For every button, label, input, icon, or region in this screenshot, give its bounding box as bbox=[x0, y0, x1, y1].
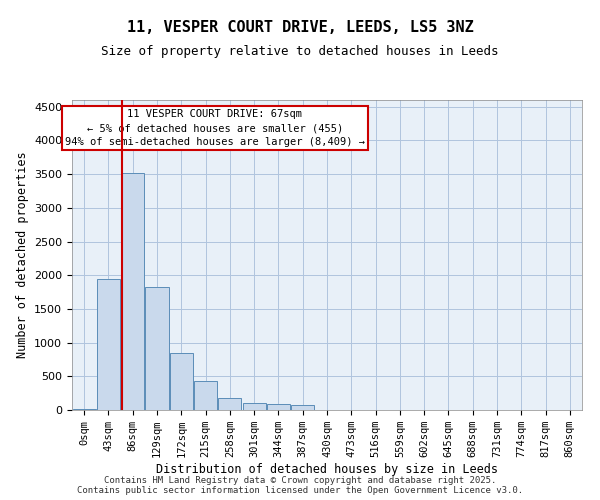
Bar bbox=[170, 354, 193, 410]
Bar bbox=[194, 381, 217, 410]
Bar bbox=[145, 288, 169, 410]
Text: 11, VESPER COURT DRIVE, LEEDS, LS5 3NZ: 11, VESPER COURT DRIVE, LEEDS, LS5 3NZ bbox=[127, 20, 473, 35]
Bar bbox=[121, 173, 144, 410]
Text: 11 VESPER COURT DRIVE: 67sqm
← 5% of detached houses are smaller (455)
94% of se: 11 VESPER COURT DRIVE: 67sqm ← 5% of det… bbox=[65, 110, 365, 148]
X-axis label: Distribution of detached houses by size in Leeds: Distribution of detached houses by size … bbox=[156, 463, 498, 476]
Bar bbox=[97, 280, 120, 410]
Y-axis label: Number of detached properties: Number of detached properties bbox=[16, 152, 29, 358]
Bar bbox=[267, 404, 290, 410]
Bar bbox=[218, 398, 241, 410]
Bar bbox=[242, 402, 266, 410]
Bar bbox=[291, 406, 314, 410]
Text: Size of property relative to detached houses in Leeds: Size of property relative to detached ho… bbox=[101, 45, 499, 58]
Text: Contains HM Land Registry data © Crown copyright and database right 2025.
Contai: Contains HM Land Registry data © Crown c… bbox=[77, 476, 523, 495]
